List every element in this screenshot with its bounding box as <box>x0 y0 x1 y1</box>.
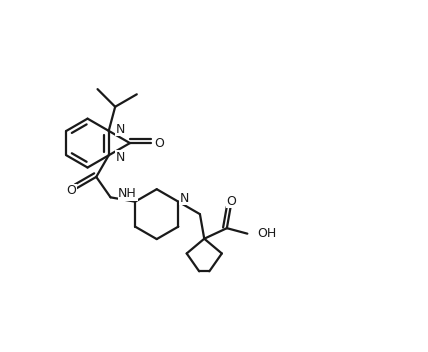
Text: O: O <box>154 137 163 150</box>
Text: NH: NH <box>118 187 137 200</box>
Text: N: N <box>180 192 190 205</box>
Text: O: O <box>227 195 237 208</box>
Text: O: O <box>66 184 76 197</box>
Text: OH: OH <box>258 227 277 240</box>
Text: N: N <box>116 151 125 164</box>
Text: N: N <box>116 122 125 136</box>
